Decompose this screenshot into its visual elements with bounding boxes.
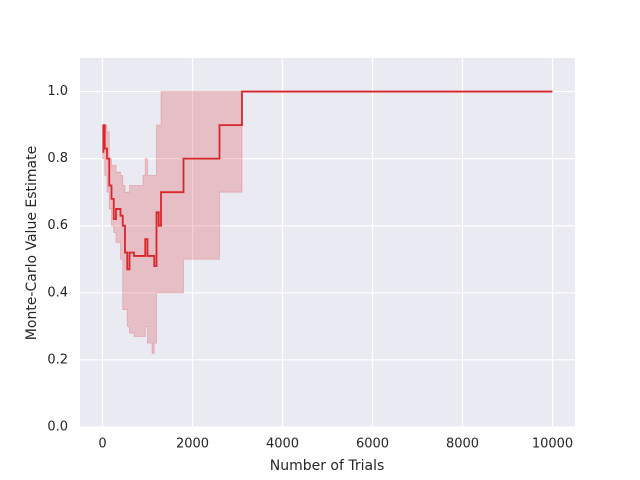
x-tick-label: 6000 (356, 437, 389, 452)
y-axis-label: Monte-Carlo Value Estimate (24, 146, 40, 340)
plot-area (80, 58, 575, 427)
y-tick-label: 0.6 (47, 218, 68, 233)
y-tick-label: 0.8 (47, 151, 68, 166)
x-tick-label: 4000 (266, 437, 299, 452)
x-tick-label: 10000 (532, 437, 573, 452)
y-tick-label: 1.0 (47, 84, 68, 99)
y-tick-label: 0.2 (47, 352, 68, 367)
x-axis-label: Number of Trials (270, 458, 385, 474)
y-tick-label: 0.4 (47, 285, 68, 300)
y-tick-label: 0.0 (47, 420, 68, 435)
x-tick-label: 8000 (446, 437, 479, 452)
line (102, 90, 553, 271)
x-tick-label: 2000 (176, 437, 209, 452)
x-tick-label: 0 (98, 437, 106, 452)
confidence-band (102, 91, 553, 354)
